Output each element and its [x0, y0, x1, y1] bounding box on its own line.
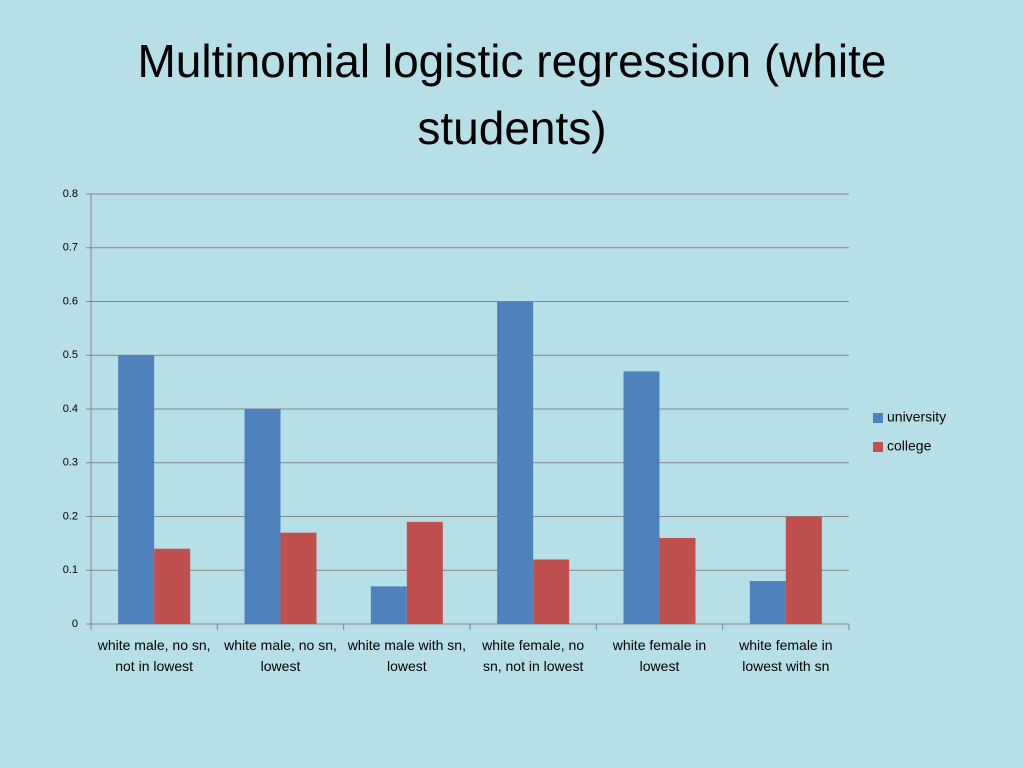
legend-swatch — [873, 442, 883, 452]
bar — [659, 538, 696, 624]
bar — [118, 355, 155, 624]
y-tick-label: 0.6 — [63, 295, 78, 307]
bar — [244, 409, 281, 624]
y-tick-label: 0.8 — [63, 188, 78, 200]
x-tick-label: white female in lowest — [612, 637, 707, 674]
y-tick-label: 0 — [72, 618, 78, 630]
bar — [280, 532, 317, 624]
bar — [406, 521, 443, 624]
x-tick-label: white male, no sn, lowest — [224, 637, 337, 674]
y-tick-label: 0.4 — [63, 403, 78, 415]
bar — [497, 301, 534, 624]
y-tick-label: 0.1 — [63, 564, 78, 576]
x-tick-label: white female in lowest with sn — [739, 637, 833, 674]
bar — [370, 586, 407, 624]
chart-title: Multinomial logistic regression (white s… — [137, 35, 887, 154]
legend-swatch — [873, 413, 883, 423]
bar — [154, 548, 191, 624]
legend-label: university — [887, 409, 946, 425]
bar — [785, 516, 822, 624]
y-tick-label: 0.7 — [63, 242, 78, 254]
bar — [623, 371, 660, 624]
bar — [749, 581, 786, 624]
y-tick-label: 0.5 — [63, 349, 78, 361]
x-tick-label: white male with sn, lowest — [347, 637, 466, 674]
y-tick-label: 0.2 — [63, 510, 78, 522]
legend-label: college — [887, 438, 932, 454]
bar — [533, 559, 570, 624]
y-tick-label: 0.3 — [63, 457, 78, 469]
x-tick-label: white male, no sn, not in lowest — [97, 637, 211, 674]
x-tick-label: white female, no sn, not in lowest — [482, 637, 585, 674]
